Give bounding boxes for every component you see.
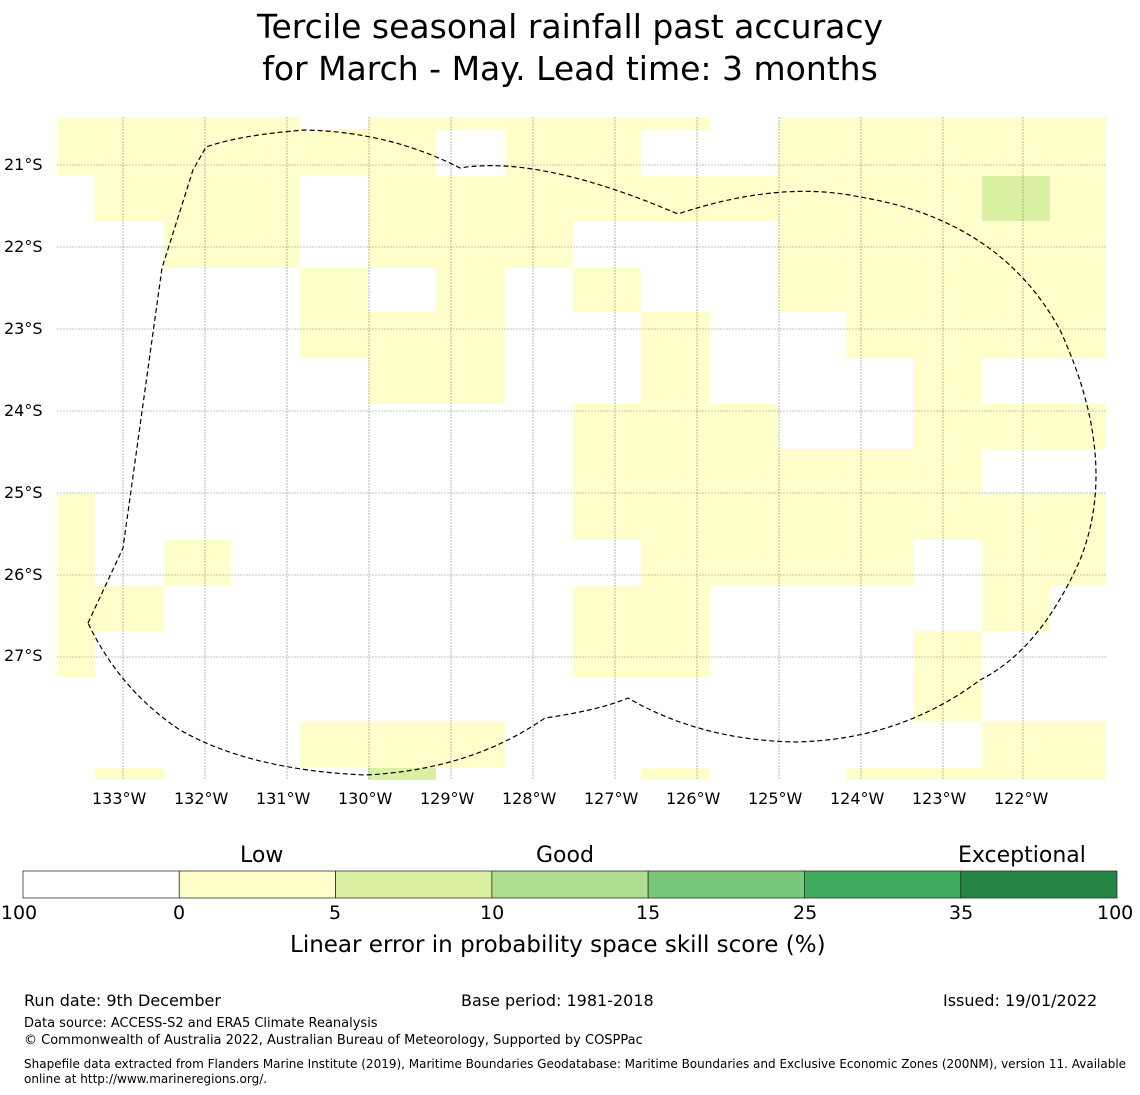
low-skill-cell — [914, 358, 982, 449]
gridlines — [57, 117, 1106, 780]
title-line-2: for March - May. Lead time: 3 months — [262, 49, 878, 88]
colorbar-tick: 25 — [793, 902, 818, 924]
shapefile-credit-line-1: Shapefile data extracted from Flanders M… — [24, 1057, 1127, 1071]
low-skill-cell — [710, 404, 778, 449]
low-skill-cell — [57, 494, 95, 677]
low-skill-cell — [95, 768, 164, 780]
low-skill-cell — [436, 268, 505, 312]
skill-cells — [57, 117, 1106, 780]
lon-label: 133°W — [92, 789, 147, 808]
colorbar-tick: 35 — [949, 902, 974, 924]
title-line-1: Tercile seasonal rainfall past accuracy — [256, 7, 884, 46]
colorbar-tick: 10 — [480, 902, 505, 924]
lon-label: 127°W — [584, 789, 639, 808]
data-source: Data source: ACCESS-S2 and ERA5 Climate … — [24, 1016, 378, 1031]
colorbar-segment — [178, 870, 336, 899]
lon-label: 122°W — [994, 789, 1049, 808]
lon-label: 131°W — [256, 789, 311, 808]
low-skill-cell — [778, 117, 1106, 312]
low-skill-cell — [573, 130, 641, 221]
legend-category-low: Low — [240, 843, 284, 868]
low-skill-cell — [573, 586, 710, 677]
low-skill-cell — [641, 540, 914, 586]
colorbar-segment — [22, 870, 180, 899]
low-skill-cell — [164, 117, 300, 268]
eez-boundary — [87, 129, 1097, 776]
colorbar-segment — [491, 870, 649, 899]
colorbar-tick: -100 — [0, 902, 38, 924]
colorbar-segment — [335, 870, 493, 899]
low-skill-cell — [846, 312, 1106, 358]
low-skill-cell — [982, 586, 1050, 631]
lon-label: 130°W — [338, 789, 393, 808]
lon-label: 129°W — [420, 789, 475, 808]
colorbar-segment — [804, 870, 962, 899]
colorbar-tick: 5 — [329, 902, 342, 924]
low-skill-cell — [436, 117, 710, 130]
shapefile-credit-line-2: online at http://www.marineregions.org/. — [24, 1072, 268, 1086]
colorbar-label: Linear error in probability space skill … — [290, 932, 826, 958]
lat-label: 25°S — [4, 483, 43, 502]
legend-category-good: Good — [536, 843, 594, 868]
lat-label: 21°S — [4, 155, 43, 174]
low-skill-cell — [641, 768, 710, 780]
low-skill-cell — [982, 404, 1106, 449]
low-skill-cell — [914, 631, 982, 722]
low-skill-cell — [368, 176, 573, 221]
good-skill-cell — [368, 768, 436, 780]
low-skill-cell — [914, 494, 982, 540]
low-skill-cell — [368, 312, 505, 404]
colorbar-tick: 100 — [1097, 902, 1134, 924]
low-skill-cell — [300, 268, 368, 358]
low-skill-cell — [982, 722, 1106, 780]
map-title: Tercile seasonal rainfall past accuracy … — [0, 6, 1140, 90]
lat-label: 22°S — [4, 237, 43, 256]
lon-label: 132°W — [174, 789, 229, 808]
low-skill-cell — [300, 129, 368, 176]
low-skill-cell — [982, 494, 1106, 586]
low-skill-cell — [300, 722, 505, 768]
lat-label: 27°S — [4, 646, 43, 665]
lon-label: 123°W — [912, 789, 967, 808]
low-skill-cell — [368, 221, 573, 268]
good-skill-cell — [982, 176, 1050, 221]
run-date: Run date: 9th December — [24, 991, 221, 1010]
copyright: © Commonwealth of Australia 2022, Austra… — [24, 1033, 643, 1048]
lat-label: 26°S — [4, 565, 43, 584]
lon-label: 124°W — [830, 789, 885, 808]
colorbar-segment — [647, 870, 805, 899]
low-skill-cell — [641, 312, 710, 404]
colorbar-tick: 0 — [173, 902, 186, 924]
low-skill-cell — [95, 176, 164, 221]
issued-date: Issued: 19/01/2022 — [943, 991, 1098, 1010]
low-skill-cell — [573, 268, 641, 312]
low-skill-cell — [641, 176, 778, 221]
lon-label: 125°W — [748, 789, 803, 808]
lon-label: 126°W — [666, 789, 721, 808]
base-period: Base period: 1981-2018 — [461, 991, 654, 1010]
low-skill-cell — [95, 586, 164, 631]
lon-label: 128°W — [502, 789, 557, 808]
low-skill-cell — [164, 540, 231, 586]
colorbar-segment — [960, 870, 1118, 899]
low-skill-cell — [368, 117, 436, 176]
low-skill-cell — [846, 768, 982, 780]
low-skill-cell — [57, 117, 164, 176]
colorbar — [22, 870, 1118, 899]
colorbar-tick: 15 — [636, 902, 661, 924]
legend-category-exceptional: Exceptional — [958, 843, 1086, 868]
lat-label: 23°S — [4, 319, 43, 338]
lat-label: 24°S — [4, 401, 43, 420]
